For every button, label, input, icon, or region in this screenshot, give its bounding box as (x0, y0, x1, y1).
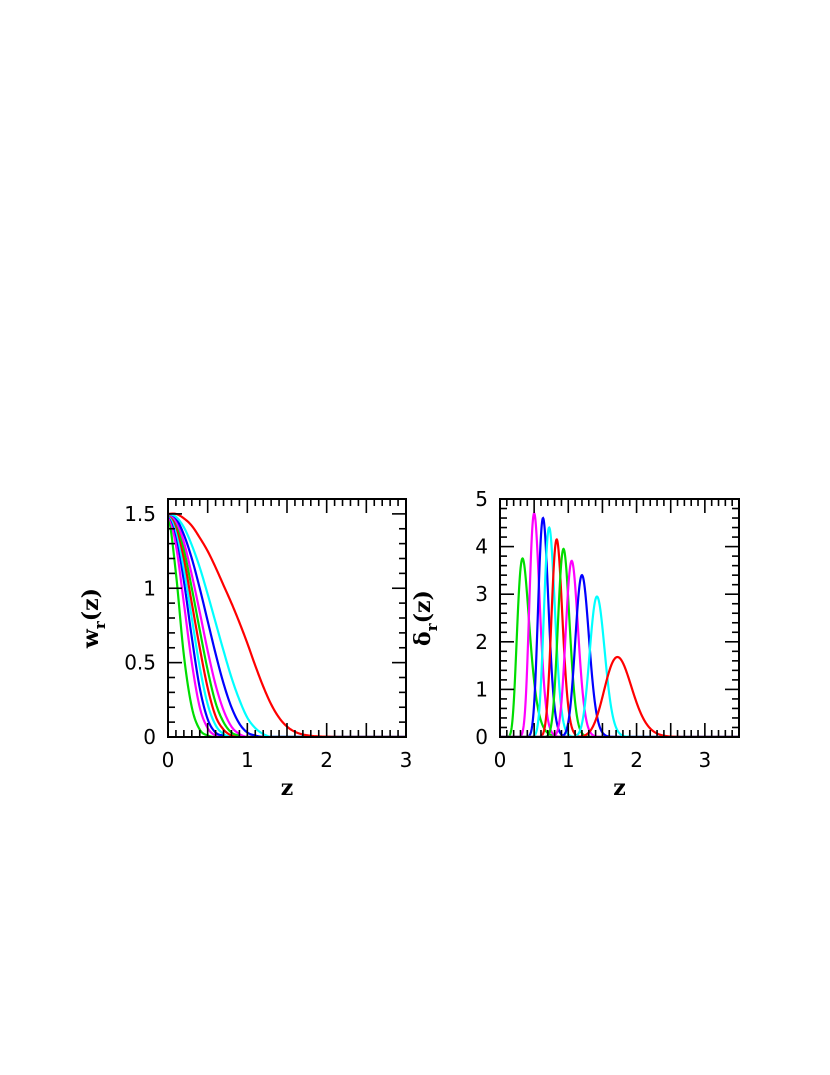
series-line-2 (500, 511, 739, 737)
y-axis-label: wr(z) (78, 588, 109, 649)
x-tick-label: 0 (162, 748, 175, 772)
left-panel-w-r: 0 1 2 3 0 0.5 1 1.5 z wr(z) (78, 498, 413, 801)
x-tick-label: 2 (630, 748, 643, 772)
y-axis-label-subscript: r (423, 622, 441, 631)
y-tick-label: 1 (475, 677, 488, 701)
x-tick-label: 0 (494, 748, 507, 772)
series-lines (168, 512, 406, 737)
plot-frame (499, 498, 740, 738)
right-panel-delta-r: 0 1 2 3 0 1 2 3 4 5 z δr(z) (410, 487, 740, 801)
series-line-7 (168, 512, 406, 737)
series-line-4 (168, 513, 406, 737)
series-line-9 (168, 512, 406, 737)
series-line-10 (500, 655, 739, 737)
series-line-5 (168, 513, 406, 737)
x-axis-label: z (281, 775, 294, 801)
y-tick-label: 1 (143, 576, 156, 600)
y-axis-label-subscript: r (91, 620, 109, 629)
series-line-6 (168, 512, 406, 737)
x-axis-label: z (613, 775, 626, 801)
y-tick-label: 1.5 (124, 502, 156, 526)
y-tick-label: 0 (143, 725, 156, 749)
y-axis-label: δr(z) (410, 590, 441, 646)
x-tick-label: 3 (698, 748, 711, 772)
x-tick-label: 1 (562, 748, 575, 772)
series-line-4 (500, 526, 739, 737)
y-axis-label-suffix: (z) (410, 590, 436, 623)
series-line-8 (168, 512, 406, 737)
y-axis-label-main: w (78, 628, 104, 649)
y-axis-label-suffix: (z) (78, 588, 104, 621)
series-line-1 (500, 557, 739, 737)
y-tick-label: 5 (475, 487, 488, 511)
y-tick-label: 0 (475, 725, 488, 749)
series-line-3 (168, 513, 406, 737)
y-tick-label: 4 (475, 535, 488, 559)
x-tick-label: 2 (320, 748, 333, 772)
tick-marks (499, 498, 740, 738)
x-tick-label: 3 (400, 748, 413, 772)
series-line-2 (168, 513, 406, 737)
y-tick-label: 0.5 (124, 651, 156, 675)
series-line-5 (500, 537, 739, 737)
y-axis-label-main: δ (410, 631, 436, 646)
series-lines (500, 511, 739, 737)
series-line-1 (168, 513, 406, 737)
series-line-3 (500, 516, 739, 737)
tick-marks (167, 498, 407, 738)
y-tick-label: 3 (475, 582, 488, 606)
x-tick-label: 1 (241, 748, 254, 772)
series-line-9 (500, 595, 739, 737)
y-tick-label: 2 (475, 630, 488, 654)
